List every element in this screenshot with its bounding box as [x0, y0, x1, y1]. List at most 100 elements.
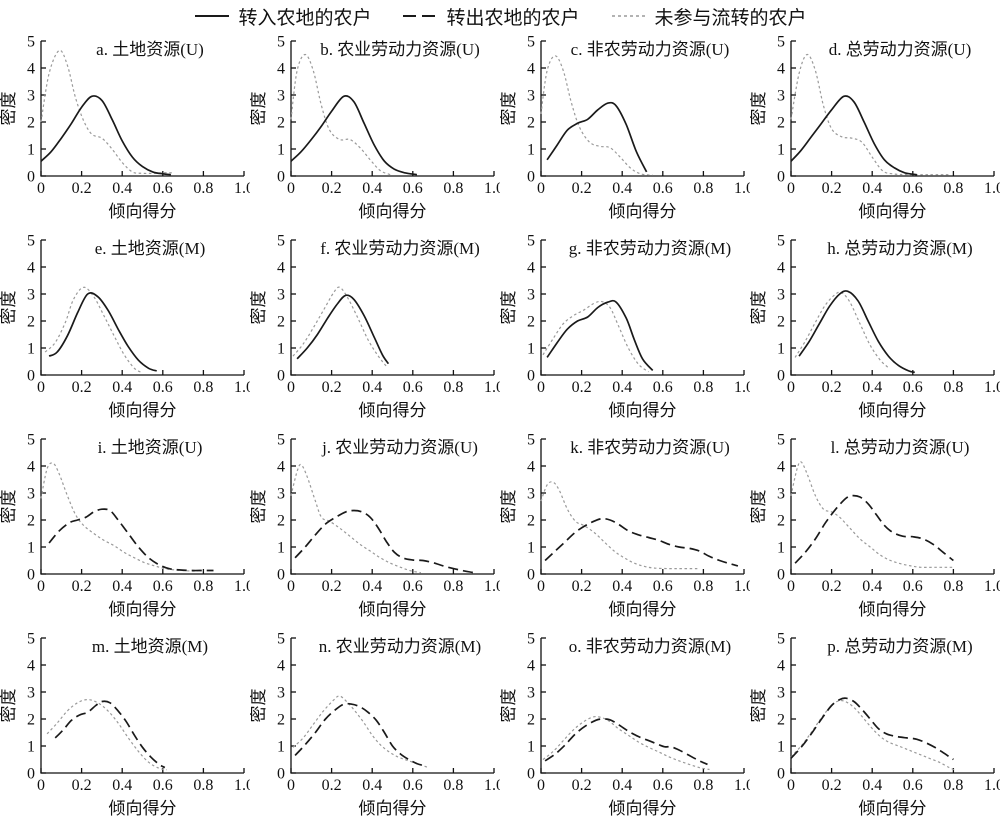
- y-tick-label: 2: [777, 513, 785, 530]
- x-tick-label: 0: [287, 379, 295, 396]
- axes-frame: [540, 439, 744, 575]
- density-curve-dotted: [542, 715, 710, 771]
- y-tick-label: 4: [27, 658, 35, 675]
- density-curve-dotted: [794, 291, 889, 369]
- x-tick-label: 0: [787, 180, 795, 197]
- subplot-grid: 0 1 2 3 4 5 0 0.2 0.4 0.6 0.8 1.0 密度 倾向得分 a. 土地资源(U) 0 1…: [0, 29, 1000, 825]
- x-axis-label: 倾向得分: [609, 600, 677, 619]
- x-tick-label: 0.4: [862, 578, 882, 595]
- x-tick-label: 0.4: [862, 180, 882, 197]
- y-tick-label: 0: [277, 766, 285, 783]
- y-tick-label: 0: [777, 766, 785, 783]
- y-tick-label: 0: [777, 368, 785, 385]
- subplot-title: i. 土地资源(U): [98, 438, 203, 457]
- x-axis-label: 倾向得分: [859, 600, 927, 619]
- y-tick-label: 4: [527, 61, 535, 78]
- x-tick-label: 0.8: [443, 180, 463, 197]
- density-curve-dashed: [294, 702, 424, 767]
- density-curve-dashed: [544, 517, 739, 567]
- dotted-line-swatch-icon: [611, 15, 646, 17]
- y-axis-label: 密度: [500, 490, 518, 524]
- y-tick-label: 5: [777, 432, 785, 449]
- y-tick-label: 1: [777, 142, 785, 159]
- density-curve-solid: [546, 299, 654, 371]
- y-tick-label: 3: [27, 486, 35, 503]
- y-tick-label: 5: [527, 34, 535, 51]
- y-axis-label: 密度: [500, 92, 518, 126]
- x-tick-label: 0.8: [943, 180, 963, 197]
- x-axis-label: 倾向得分: [109, 600, 177, 619]
- x-axis-label: 倾向得分: [359, 401, 427, 420]
- x-tick-label: 1.0: [484, 777, 500, 794]
- axes-frame: [290, 240, 494, 376]
- axes-frame: [40, 638, 244, 774]
- legend-label: 转出农地的农户: [446, 7, 580, 29]
- x-tick-label: 0: [37, 578, 45, 595]
- y-tick-label: 1: [777, 540, 785, 557]
- y-tick-label: 5: [527, 233, 535, 250]
- subplot-title: p. 总劳动力资源(M): [827, 637, 972, 656]
- x-tick-label: 0.6: [153, 578, 173, 595]
- y-axis-label: 密度: [0, 490, 18, 524]
- x-tick-label: 0.6: [903, 777, 923, 794]
- x-tick-label: 0.6: [653, 180, 673, 197]
- y-tick-label: 0: [27, 766, 35, 783]
- y-tick-label: 4: [527, 459, 535, 476]
- legend-item-no-transfer: 未参与流转的农户: [610, 3, 807, 30]
- y-tick-label: 3: [527, 685, 535, 702]
- x-tick-label: 0.6: [153, 180, 173, 197]
- y-tick-label: 0: [527, 766, 535, 783]
- x-tick-label: 1.0: [234, 379, 250, 396]
- x-tick-label: 0: [787, 578, 795, 595]
- x-axis-label: 倾向得分: [359, 600, 427, 619]
- x-tick-label: 0.4: [112, 379, 132, 396]
- y-tick-label: 0: [777, 567, 785, 584]
- y-tick-label: 0: [527, 169, 535, 186]
- axes-frame: [790, 41, 994, 177]
- y-tick-label: 0: [27, 567, 35, 584]
- subplot-f: 0 1 2 3 4 5 0 0.2 0.4 0.6 0.8 1.0 密度 倾向得分 f. 农业劳动力资源(M…: [249, 228, 504, 427]
- dashed-line-swatch-icon: [403, 15, 438, 17]
- y-tick-label: 3: [27, 287, 35, 304]
- subplot-c: 0 1 2 3 4 5 0 0.2 0.4 0.6 0.8 1.0 密度 倾向得分 c. 非农劳动力资源(U…: [499, 29, 754, 228]
- y-axis-label: 密度: [500, 291, 518, 325]
- subplot-e: 0 1 2 3 4 5 0 0.2 0.4 0.6 0.8 1.0 密度 倾向得分 e. 土地资源(M): [0, 228, 254, 427]
- y-tick-label: 1: [27, 341, 35, 358]
- y-axis-label: 密度: [250, 689, 268, 723]
- x-tick-label: 0.8: [943, 379, 963, 396]
- x-tick-label: 0.2: [72, 379, 92, 396]
- x-tick-label: 0: [787, 379, 795, 396]
- y-tick-label: 5: [777, 233, 785, 250]
- y-tick-label: 2: [777, 115, 785, 132]
- x-tick-label: 1.0: [734, 180, 750, 197]
- y-tick-label: 3: [777, 486, 785, 503]
- density-curve-dashed: [790, 697, 954, 761]
- x-tick-label: 0.4: [612, 379, 632, 396]
- x-tick-label: 0.8: [443, 777, 463, 794]
- subplot-m: 0 1 2 3 4 5 0 0.2 0.4 0.6 0.8 1.0 密度 倾向得分 m. 土地资源(M): [0, 626, 254, 825]
- density-curve-dotted: [790, 461, 954, 568]
- legend: 转入农地的农户 转出农地的农户 未参与流转的农户: [0, 0, 1000, 29]
- density-curve-dotted: [290, 463, 422, 574]
- axes-frame: [790, 638, 994, 774]
- y-tick-label: 4: [277, 260, 285, 277]
- x-tick-label: 1.0: [734, 777, 750, 794]
- density-curve-dotted: [46, 698, 168, 771]
- x-tick-label: 0: [537, 180, 545, 197]
- density-curve-dotted: [542, 300, 649, 373]
- x-axis-label: 倾向得分: [609, 401, 677, 420]
- x-tick-label: 0.2: [572, 379, 592, 396]
- x-tick-label: 0.2: [72, 578, 92, 595]
- y-tick-label: 4: [527, 658, 535, 675]
- y-tick-label: 1: [277, 739, 285, 756]
- legend-item-transfer-out: 转出农地的农户: [401, 3, 580, 30]
- x-tick-label: 0: [37, 777, 45, 794]
- x-tick-label: 0.2: [322, 578, 342, 595]
- y-tick-label: 4: [277, 658, 285, 675]
- density-curve-solid: [296, 294, 390, 365]
- x-tick-label: 0.8: [693, 180, 713, 197]
- y-tick-label: 2: [277, 513, 285, 530]
